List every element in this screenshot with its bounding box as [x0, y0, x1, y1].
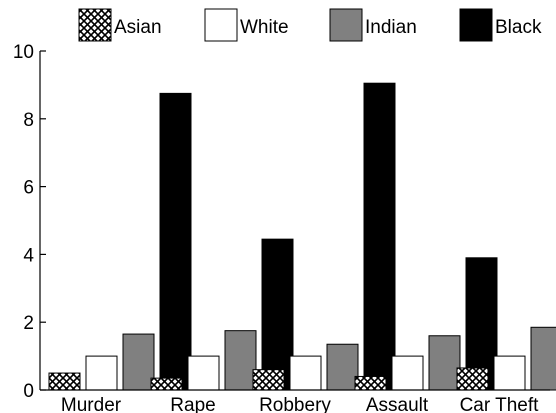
x-tick-label: Assault: [366, 395, 429, 413]
legend-label-asian: Asian: [114, 17, 162, 38]
bar-white-robbery: [289, 355, 322, 391]
bar-black-robbery: [363, 82, 396, 391]
x-tick-label: Robbery: [259, 395, 331, 413]
bar-indian-assault: [428, 335, 461, 391]
legend-swatch-black: [459, 8, 493, 42]
bar-asian-rape: [150, 377, 183, 391]
bar-white-rape: [187, 355, 220, 391]
y-tick-label: 6: [23, 178, 34, 199]
bar-asian-car-theft: [456, 367, 489, 391]
bar-white-assault: [391, 355, 424, 391]
y-tick-label: 0: [23, 381, 34, 402]
y-tick-label: 8: [23, 110, 34, 131]
legend: Asian White Indian Black: [78, 8, 542, 42]
bar-asian-murder: [48, 372, 81, 391]
bar-asian-assault: [354, 375, 387, 391]
legend-label-white: White: [240, 17, 289, 38]
y-tick-label: 2: [23, 313, 34, 334]
bar-asian-robbery: [252, 369, 285, 391]
legend-swatch-indian: [329, 8, 363, 42]
legend-label-indian: Indian: [365, 17, 417, 38]
x-tick-label: Car Theft: [460, 395, 540, 413]
y-tick-label: 10: [13, 42, 34, 63]
bar-indian-car-theft: [530, 326, 556, 391]
bar-white-car-theft: [493, 355, 526, 391]
bar-black-murder: [159, 92, 192, 391]
y-tick-label: 4: [23, 245, 34, 266]
x-tick-label: Rape: [170, 395, 215, 413]
x-tick-label: Murder: [61, 395, 122, 413]
bars: [48, 82, 556, 391]
bar-indian-robbery: [326, 343, 359, 391]
legend-swatch-white: [204, 8, 238, 42]
bar-indian-rape: [224, 330, 257, 391]
bar-indian-murder: [122, 333, 155, 391]
bar-white-murder: [85, 355, 118, 391]
axes: 0 2 4 6 8 10 Murder Rape Robbery Assault Car Theft: [13, 42, 550, 413]
legend-label-black: Black: [495, 17, 542, 38]
bar-black-rape: [261, 238, 294, 391]
legend-swatch-asian: [78, 8, 112, 42]
